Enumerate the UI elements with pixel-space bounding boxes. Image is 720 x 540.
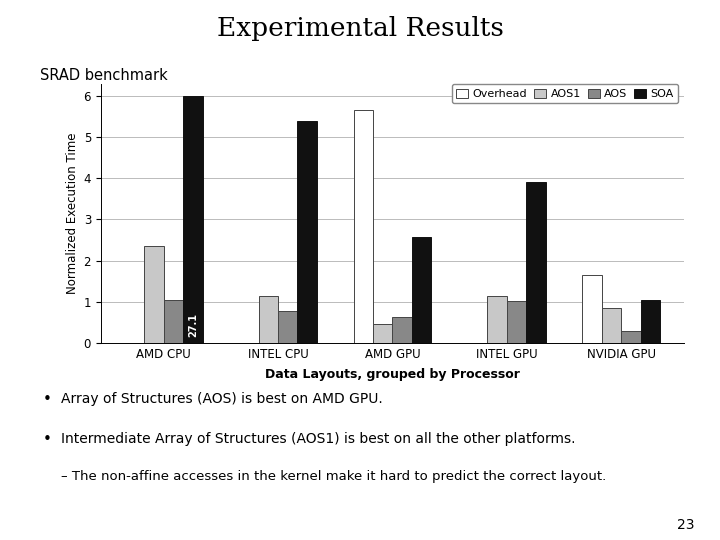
Text: 27.1: 27.1	[188, 313, 198, 337]
Text: 23: 23	[678, 518, 695, 532]
Bar	[297, 121, 317, 343]
Bar	[144, 246, 163, 343]
Bar	[278, 311, 297, 343]
Bar	[507, 301, 526, 343]
Bar	[354, 111, 373, 343]
Bar	[373, 325, 392, 343]
Bar	[641, 300, 660, 343]
Bar	[258, 295, 278, 343]
Text: SRAD benchmark: SRAD benchmark	[40, 68, 167, 83]
Bar	[487, 295, 507, 343]
Bar	[183, 96, 202, 343]
Bar	[602, 308, 621, 343]
Bar	[163, 300, 183, 343]
Text: Intermediate Array of Structures (AOS1) is best on all the other platforms.: Intermediate Array of Structures (AOS1) …	[61, 432, 576, 446]
Text: •: •	[43, 392, 52, 407]
Text: – The non-affine accesses in the kernel make it hard to predict the correct layo: – The non-affine accesses in the kernel …	[61, 470, 606, 483]
Text: •: •	[43, 432, 52, 447]
X-axis label: Data Layouts, grouped by Processor: Data Layouts, grouped by Processor	[265, 368, 520, 381]
Legend: Overhead, AOS1, AOS, SOA: Overhead, AOS1, AOS, SOA	[451, 84, 678, 103]
Bar	[412, 237, 431, 343]
Y-axis label: Normalized Execution Time: Normalized Execution Time	[66, 132, 79, 294]
Bar	[582, 275, 602, 343]
Bar	[392, 318, 412, 343]
Text: Array of Structures (AOS) is best on AMD GPU.: Array of Structures (AOS) is best on AMD…	[61, 392, 383, 406]
Text: Experimental Results: Experimental Results	[217, 16, 503, 41]
Bar	[621, 332, 641, 343]
Bar	[526, 181, 546, 343]
